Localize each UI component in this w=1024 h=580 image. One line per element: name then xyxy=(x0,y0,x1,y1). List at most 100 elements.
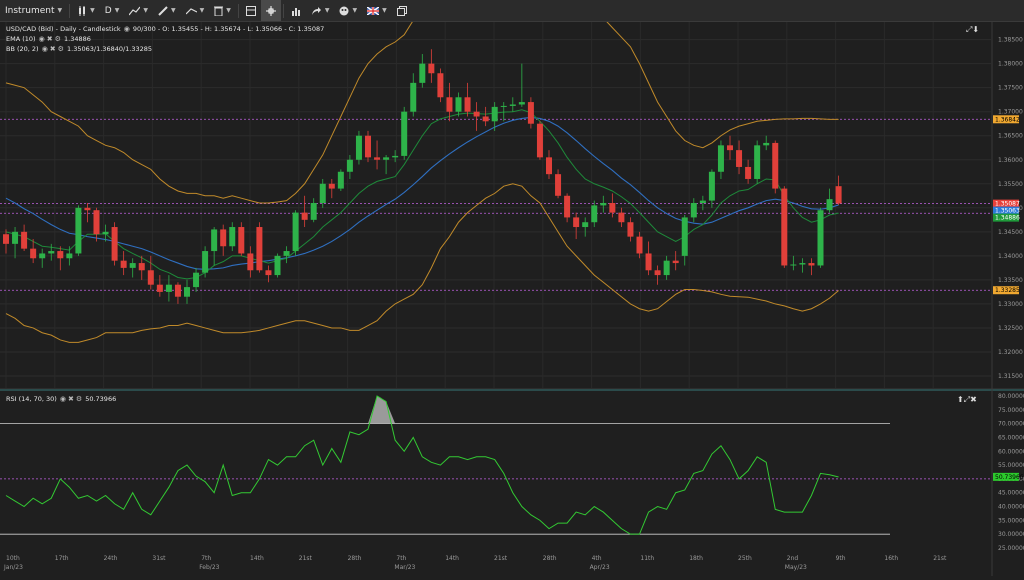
candle-body xyxy=(129,263,136,268)
chevron-down-icon: ▼ xyxy=(114,7,120,14)
chevron-down-icon: ▼ xyxy=(352,7,358,14)
candle-body xyxy=(527,102,534,124)
price-tick-label: 1.36000 xyxy=(998,157,1023,164)
x-tick-label: 25th xyxy=(738,555,752,562)
gear-icon[interactable]: ⚙ xyxy=(54,35,61,43)
candle-body xyxy=(3,234,9,244)
trend-line-icon xyxy=(185,7,197,14)
candle-body xyxy=(509,104,516,106)
candle-body xyxy=(835,186,842,204)
toolbar-divider xyxy=(69,3,71,18)
gear-icon[interactable]: ⚙ xyxy=(75,395,83,403)
price-tick-label: 1.37000 xyxy=(998,109,1023,116)
candle-body xyxy=(147,270,154,285)
candle-body xyxy=(48,251,55,254)
chart-title-legend: USD/CAD (Bid) - Daily - Candlestick ◉ 90… xyxy=(6,25,324,33)
chart-ohlc: 90/300 - O: 1.35455 - H: 1.35674 - L: 1.… xyxy=(132,25,325,33)
chart-type-dropdown[interactable]: ▼ xyxy=(72,0,100,21)
timeframe-dropdown[interactable]: D ▼ xyxy=(100,0,125,21)
candle-body xyxy=(174,284,181,297)
close-icon[interactable]: ✖ xyxy=(67,395,74,403)
eye-icon[interactable]: ◉ xyxy=(123,25,130,33)
candle-body xyxy=(84,207,91,211)
x-tick-label: 7th xyxy=(396,555,406,562)
rsi-value-tag-label: 50.73966 xyxy=(995,474,1024,481)
indicator-icon xyxy=(129,6,141,15)
price-tick-label: 1.38000 xyxy=(998,61,1023,68)
candle-body xyxy=(437,73,444,98)
candle-body xyxy=(645,253,652,271)
theme-dropdown[interactable]: ▼ xyxy=(334,0,362,21)
bb-label: BB (20, 2) xyxy=(6,45,39,53)
crosshair-button[interactable] xyxy=(260,0,281,21)
toolbar-divider xyxy=(282,3,284,18)
eye-icon[interactable]: ◉ xyxy=(59,395,66,403)
x-tick-label: 14th xyxy=(250,555,264,562)
rsi-line xyxy=(5,395,839,535)
x-tick-label: 28th xyxy=(348,555,362,562)
candle-body xyxy=(464,97,471,112)
layout-button[interactable] xyxy=(241,0,261,21)
candle-body xyxy=(392,155,399,158)
line-tools-dropdown[interactable]: ▼ xyxy=(181,0,210,21)
eye-icon[interactable]: ◉ xyxy=(41,45,48,53)
candle-body xyxy=(274,255,281,276)
candle-body xyxy=(292,212,299,252)
candle-body xyxy=(184,287,190,297)
candle-body xyxy=(365,135,371,158)
ema-line xyxy=(5,109,839,280)
chevron-down-icon: ▼ xyxy=(324,7,330,14)
indicator-dropdown[interactable]: ▼ xyxy=(124,0,153,21)
x-tick-label: 28th xyxy=(543,555,557,562)
gear-icon[interactable]: ⚙ xyxy=(57,45,64,53)
chevron-down-icon: ▼ xyxy=(57,7,63,14)
bar-chart-button[interactable] xyxy=(286,0,306,21)
share-dropdown[interactable]: ▼ xyxy=(306,0,335,21)
candle-body xyxy=(229,227,236,247)
bb-values: 1.35063/1.36840/1.33285 xyxy=(67,45,153,53)
toolbar-divider xyxy=(237,3,239,18)
rsi-tick-label: 35.00000 xyxy=(998,517,1024,524)
arrow-up-icon[interactable]: ⬆ xyxy=(957,395,964,404)
candle-body xyxy=(202,251,209,273)
candle-body xyxy=(374,157,381,160)
share-arrow-icon xyxy=(311,6,321,15)
arrow-down-icon[interactable]: ⬇ xyxy=(972,25,980,34)
bar-chart-icon xyxy=(291,7,300,16)
price-tick-label: 1.32000 xyxy=(998,349,1023,356)
bb-lower-line xyxy=(5,183,839,343)
candle-body xyxy=(573,217,580,228)
popout-button[interactable] xyxy=(392,0,412,21)
candle-body xyxy=(328,183,335,189)
candle-body xyxy=(66,253,73,259)
candle-body xyxy=(582,222,589,228)
candle-body xyxy=(754,145,761,179)
close-icon[interactable]: ✖ xyxy=(49,45,56,53)
instrument-dropdown[interactable]: Instrument ▼ xyxy=(0,0,67,21)
drawing-tools-dropdown[interactable]: ▼ xyxy=(153,0,181,21)
x-tick-label: 7th xyxy=(201,555,211,562)
price-tick-label: 1.34000 xyxy=(998,253,1023,260)
chevron-down-icon: ▼ xyxy=(90,7,95,14)
price-tag-label: 1.36842 xyxy=(995,116,1020,123)
ema-label: EMA (10) xyxy=(6,35,36,43)
language-dropdown[interactable]: ▼ xyxy=(362,0,392,21)
close-icon[interactable]: ✖ xyxy=(970,395,977,404)
price-tag-label: 1.35063 xyxy=(995,208,1020,215)
chevron-down-icon: ▼ xyxy=(226,7,231,14)
close-icon[interactable]: ✖ xyxy=(46,35,53,43)
x-tick-label: 21st xyxy=(933,555,947,562)
candle-body xyxy=(663,260,670,276)
candle-body xyxy=(39,253,46,259)
maximize-icon[interactable]: ⤢ xyxy=(963,395,971,404)
eye-icon[interactable]: ◉ xyxy=(38,35,45,43)
delete-dropdown[interactable]: ▼ xyxy=(209,0,236,21)
price-tick-label: 1.34500 xyxy=(998,229,1023,236)
layout-icon xyxy=(245,5,256,16)
maximize-icon[interactable]: ⤢ xyxy=(966,25,973,34)
x-tick-label: 9th xyxy=(836,555,846,562)
candle-body xyxy=(120,260,127,268)
x-tick-label: 31st xyxy=(152,555,166,562)
